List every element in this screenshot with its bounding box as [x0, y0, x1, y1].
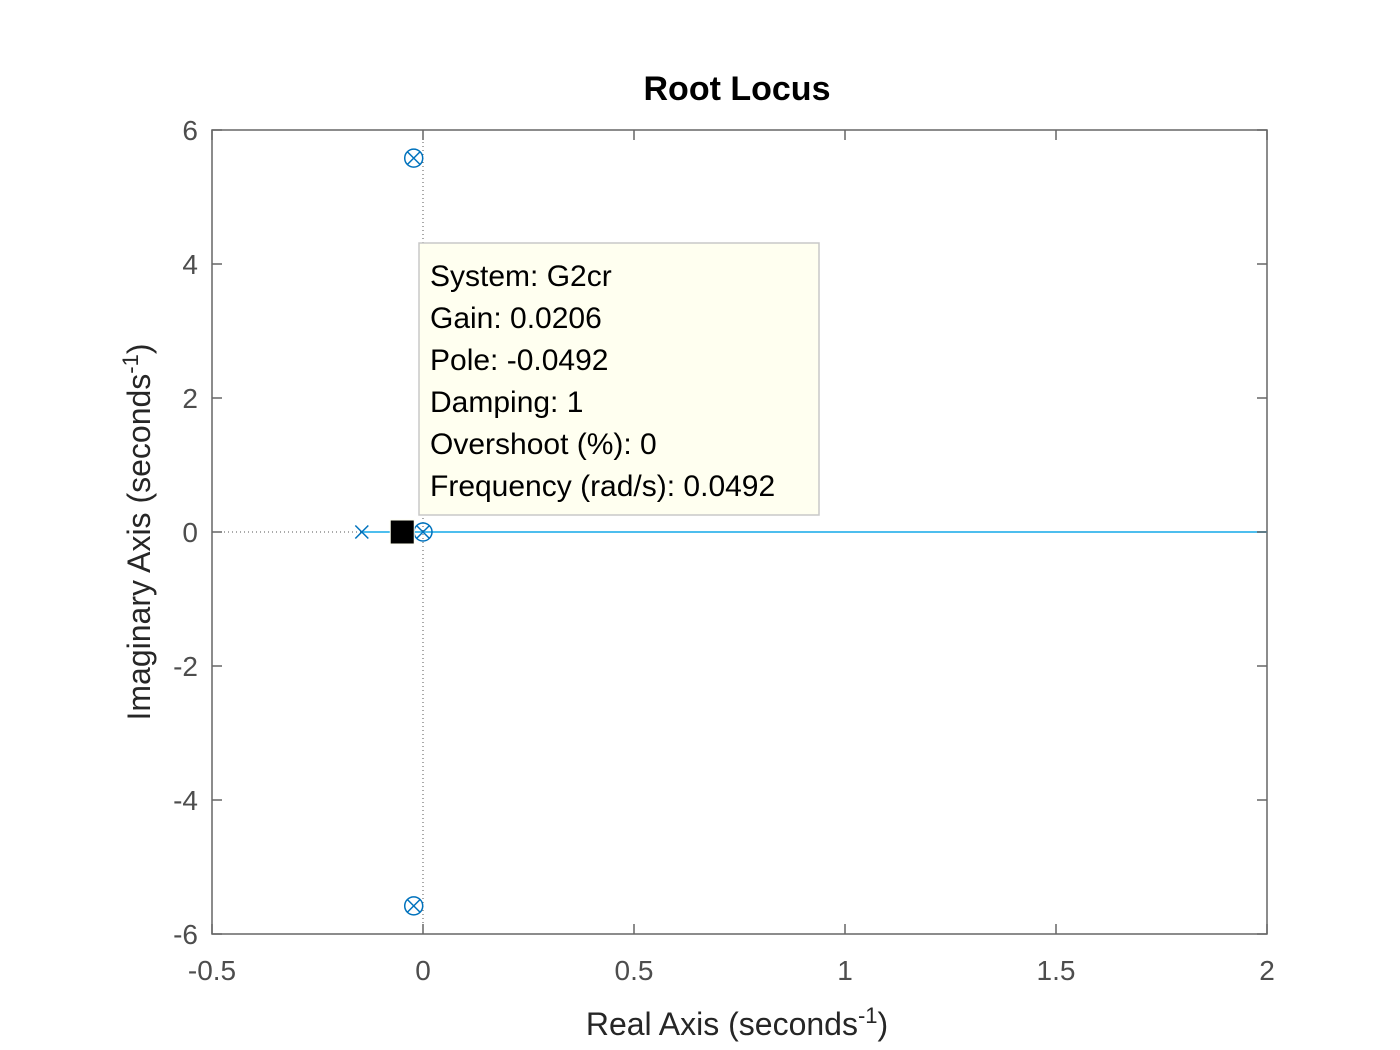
pole-zero-markers [354, 148, 433, 916]
pole-stroke [406, 898, 421, 913]
pole-marker-0 [354, 524, 369, 540]
y-tick-label: 0 [182, 517, 198, 548]
y-axis-label: Imaginary Axis (seconds-1) [118, 343, 158, 720]
y-tick-label: -4 [173, 785, 198, 816]
pole-marker-3 [406, 898, 421, 913]
data-tip-gain: Gain: 0.0206 [430, 302, 602, 335]
data-tip-frequency: Frequency (rad/s): 0.0492 [430, 470, 775, 503]
y-tick-label: -6 [173, 919, 198, 950]
pole-stroke [354, 524, 369, 540]
selected-point-marker [389, 519, 415, 545]
y-tick-label: 2 [182, 383, 198, 414]
data-tip-pole: Pole: -0.0492 [430, 344, 608, 377]
y-tick-label: 4 [182, 249, 198, 280]
data-tip-damping: Damping: 1 [430, 386, 583, 419]
data-tip-system: System: G2cr [430, 260, 612, 293]
x-tick-label: 1.5 [1037, 955, 1076, 986]
pole-stroke [406, 151, 421, 166]
x-tick-label: 2 [1259, 955, 1275, 986]
x-tick-label: 0 [415, 955, 431, 986]
pole-stroke [415, 524, 431, 540]
axis-ticks [211, 129, 1268, 935]
tick-labels: -0.5 0 0.5 1 1.5 2 -6 -4 -2 0 2 4 6 [173, 115, 1275, 986]
y-tick-label: -2 [173, 651, 198, 682]
x-axis-label: Real Axis (seconds-1) [586, 1003, 888, 1043]
pole-marker-2 [406, 151, 421, 166]
zero-marker-1 [403, 148, 424, 168]
x-tick-label: -0.5 [188, 955, 236, 986]
zero-marker-2 [403, 896, 424, 916]
y-tick-label: 6 [182, 115, 198, 146]
chart-title: Root Locus [644, 70, 831, 108]
x-tick-label: 1 [837, 955, 853, 986]
data-tip-box [418, 242, 820, 516]
pole-marker-1 [415, 524, 431, 540]
data-tip-overshoot: Overshoot (%): 0 [430, 428, 657, 461]
data-tip[interactable]: System: G2cr Gain: 0.0206 Pole: -0.0492 … [418, 242, 820, 516]
x-tick-label: 0.5 [615, 955, 654, 986]
